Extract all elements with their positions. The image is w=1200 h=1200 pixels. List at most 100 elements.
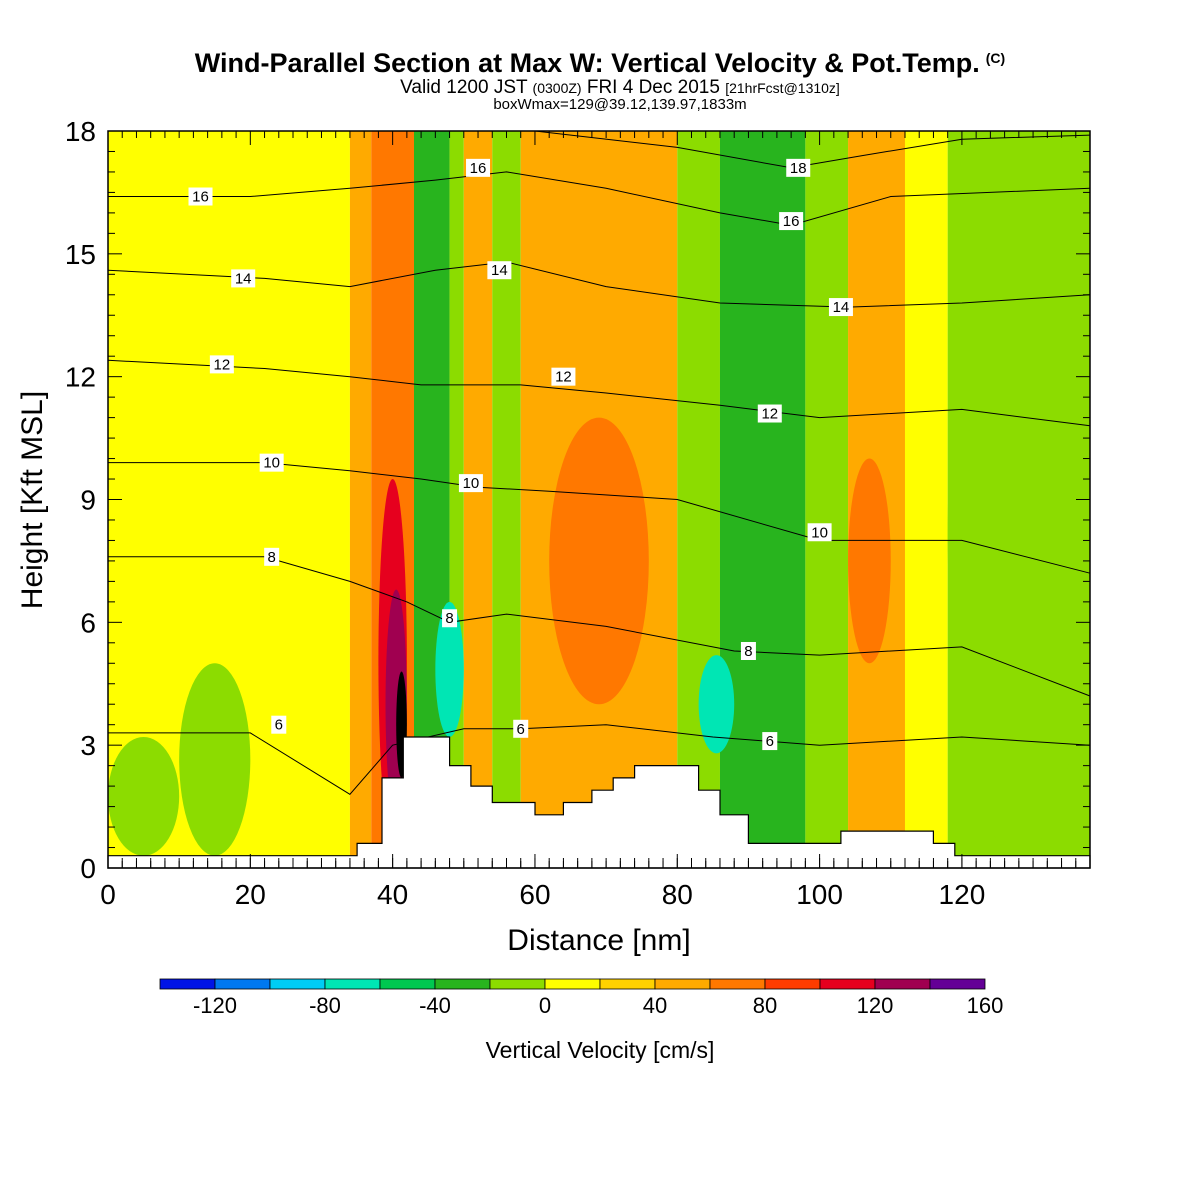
contour-label-bg [551, 367, 576, 386]
colorbar-label: -40 [419, 993, 451, 1018]
x-tick-label: 80 [662, 879, 693, 910]
velocity-patch [179, 663, 251, 856]
velocity-band [349, 131, 372, 868]
contour-label-bg [513, 719, 529, 738]
velocity-field [108, 131, 1090, 868]
axes: 0 20 40 60 80 100 120 0 3 6 9 12 15 18 [65, 116, 1091, 910]
theta-contour-16 [108, 171, 1091, 226]
contour-label-bg [466, 158, 491, 177]
colorbar-swatch [214, 978, 271, 990]
contour-label-bg [259, 453, 284, 472]
contour-label-bg [458, 474, 483, 493]
velocity-patch [848, 458, 891, 664]
contour-label-bg [271, 715, 287, 734]
contour-label: 16 [192, 189, 209, 206]
forecast-tag: [21hrFcst@1310z] [725, 80, 840, 96]
colorbar-label: -120 [193, 993, 237, 1018]
y-tick-label: 18 [65, 116, 96, 147]
colorbar-swatch [379, 978, 436, 990]
y-tick-label: 15 [65, 239, 96, 270]
colorbar-label: 0 [539, 993, 551, 1018]
contour-label-bg [442, 609, 458, 628]
velocity-band [463, 131, 493, 868]
colorbar-swatch [654, 978, 711, 990]
theta-contour-8 [108, 556, 1091, 697]
contour-label: 10 [263, 455, 280, 472]
contour-label: 14 [833, 299, 850, 316]
colorbar-label: 160 [967, 993, 1004, 1018]
theta-contour-12 [107, 359, 1091, 427]
velocity-band [805, 131, 849, 868]
colorbar-swatch [819, 978, 876, 990]
contour-label: 10 [463, 475, 480, 492]
contour-label: 6 [517, 721, 525, 738]
y-axis-title: Height [Kft MSL] [16, 391, 49, 609]
chart-title-text: Wind-Parallel Section at Max W: Vertical… [194, 48, 980, 78]
colorbar-swatch [929, 978, 986, 990]
x-axis-title: Distance [nm] [507, 924, 690, 957]
colorbar-swatch [764, 978, 821, 990]
valid-date: FRI 4 Dec 2015 [586, 77, 720, 98]
contour-label-bg [188, 187, 213, 206]
theta-contour-14 [107, 261, 1091, 308]
y-tick-label: 6 [80, 607, 96, 638]
theta-contours [107, 130, 1091, 795]
colorbar-swatch [434, 978, 491, 990]
colorbar: -120 -80 -40 0 40 80 120 160 [159, 978, 1004, 1018]
colorbar-label: -80 [309, 993, 341, 1018]
chart-title: Wind-Parallel Section at Max W: Vertical… [0, 42, 1200, 79]
colorbar-swatch [269, 978, 326, 990]
contour-label: 8 [744, 643, 752, 660]
colorbar-swatch [324, 978, 381, 990]
x-tick-label: 60 [519, 879, 550, 910]
contour-label: 8 [267, 549, 275, 566]
contour-label-bg [786, 158, 811, 177]
colorbar-swatch [874, 978, 931, 990]
velocity-patch [698, 655, 735, 754]
plot-area: 6 8 10 12 14 16 18 6 6 8 8 10 10 12 12 14 14 16 16 [107, 130, 1091, 869]
terrain [107, 736, 1091, 869]
contour-label: 16 [470, 160, 487, 177]
contour-label: 10 [811, 524, 828, 541]
valid-time: Valid 1200 JST [400, 77, 528, 98]
colorbar-label: 80 [753, 993, 777, 1018]
chart-title-block: Wind-Parallel Section at Max W: Vertical… [0, 42, 1200, 113]
theta-contour-18 [534, 130, 1091, 169]
contour-label-bg [828, 298, 853, 317]
contour-label-bg [779, 212, 804, 231]
colorbar-title: Vertical Velocity [cm/s] [486, 1037, 715, 1063]
colorbar-label: 40 [643, 993, 667, 1018]
contour-label-bg [762, 732, 778, 751]
y-tick-label: 0 [80, 853, 96, 884]
contour-label: 14 [235, 270, 252, 287]
contour-label: 6 [275, 717, 283, 734]
x-tick-label: 20 [235, 879, 266, 910]
contour-label-bg [740, 641, 756, 660]
contour-label-bg [807, 523, 832, 542]
theta-contour-labels: 6 8 10 12 14 16 18 6 6 8 8 10 10 12 12 14 14 16 16 [188, 158, 853, 751]
contour-label: 14 [491, 262, 508, 279]
contour-label: 6 [766, 733, 774, 750]
velocity-patch [947, 212, 1090, 856]
colorbar-swatch [599, 978, 656, 990]
colorbar-swatch [544, 978, 601, 990]
contour-label-bg [487, 261, 512, 280]
velocity-patch [549, 417, 649, 705]
velocity-band [449, 131, 464, 868]
x-tick-label: 120 [939, 879, 986, 910]
x-tick-label: 0 [100, 879, 116, 910]
box-info: boxWmax=129@39.12,139.97,1833m [493, 96, 747, 113]
contour-label: 12 [761, 406, 778, 423]
theta-contour-10 [108, 462, 1091, 574]
colorbar-swatch [709, 978, 766, 990]
contour-label: 12 [214, 356, 231, 373]
contour-label-bg [231, 269, 256, 288]
contour-label: 16 [783, 213, 800, 230]
velocity-band [492, 131, 521, 868]
y-tick-label: 9 [80, 485, 96, 516]
contour-label: 18 [790, 160, 807, 177]
copyright-mark: (C) [985, 50, 1006, 66]
velocity-patch [108, 736, 180, 856]
colorbar-label: 120 [857, 993, 894, 1018]
